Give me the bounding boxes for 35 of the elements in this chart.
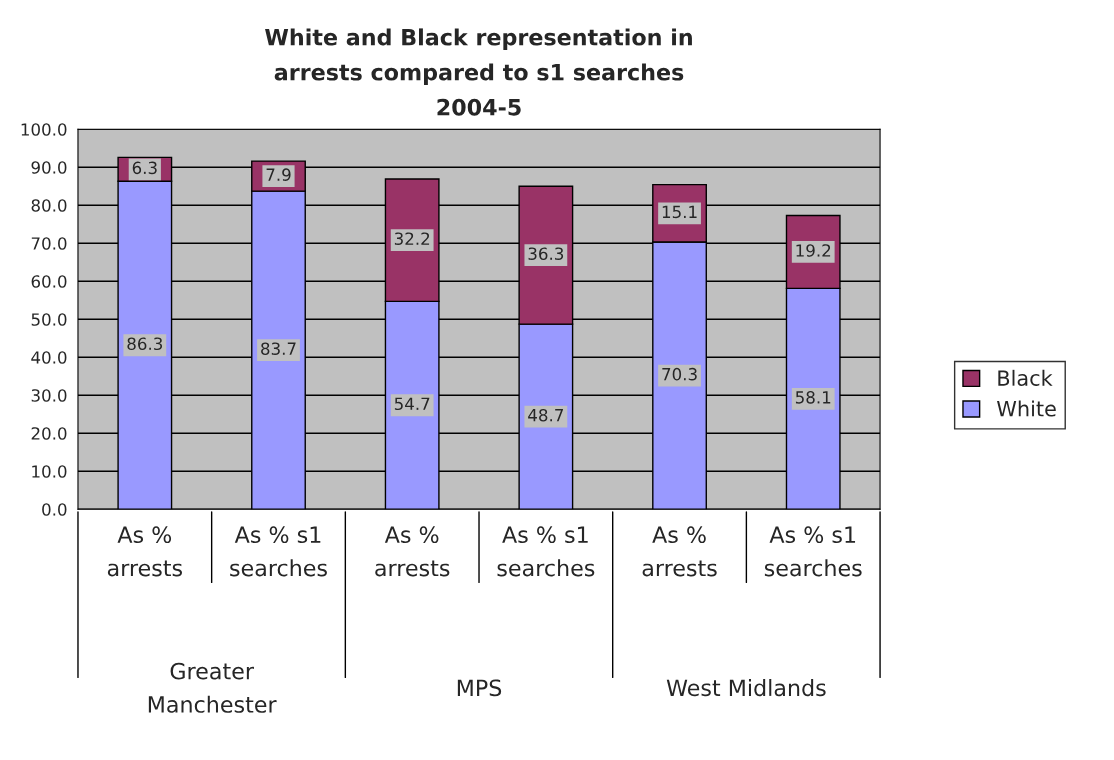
data-label: 83.7 <box>261 342 296 356</box>
y-tick-label: 0.0 <box>42 503 67 516</box>
y-tick-label: 80.0 <box>31 199 67 212</box>
data-label: 7.9 <box>266 168 291 181</box>
y-tick-label: 30.0 <box>31 389 67 402</box>
text: Greater Manchester <box>148 662 277 713</box>
text: MPS <box>457 679 502 697</box>
y-tick-label: 60.0 <box>31 275 67 288</box>
y-tick-label: 50.0 <box>31 313 67 326</box>
y-tick-label: 70.0 <box>31 237 67 250</box>
chart-title: White and Black representation in arrests compared to s1 searches 2004-5 <box>265 28 692 116</box>
text: West Midlands <box>666 679 826 697</box>
y-tick-label: 40.0 <box>31 351 67 364</box>
data-label: 48.7 <box>528 408 563 422</box>
data-label: 19.2 <box>796 244 831 257</box>
data-label: 54.7 <box>394 397 430 411</box>
y-tick-label: 20.0 <box>31 427 67 440</box>
data-label: 86.3 <box>127 337 163 351</box>
data-label: 32.2 <box>394 232 430 245</box>
legend-label: Black <box>998 369 1053 386</box>
x-tick-label: As % arrests <box>107 526 183 577</box>
data-label: 6.3 <box>132 161 157 175</box>
y-tick-label: 10.0 <box>32 465 67 478</box>
data-label: 58.1 <box>795 391 831 404</box>
x-tick-label: As % arrests <box>642 526 717 577</box>
x-tick-label: As % arrests <box>375 526 450 577</box>
x-tick-label: As % s1 searches <box>764 526 862 577</box>
x-tick-label: As % s1 searches <box>230 526 327 577</box>
data-label: 15.1 <box>662 205 697 219</box>
x-tick-label: As % s1 searches <box>497 526 595 577</box>
y-tick-label: 90.0 <box>31 161 67 174</box>
legend-label: White <box>997 400 1056 417</box>
data-label: 70.3 <box>662 367 697 381</box>
data-label: 36.3 <box>528 247 564 261</box>
y-tick-label: 100.0 <box>21 123 67 136</box>
